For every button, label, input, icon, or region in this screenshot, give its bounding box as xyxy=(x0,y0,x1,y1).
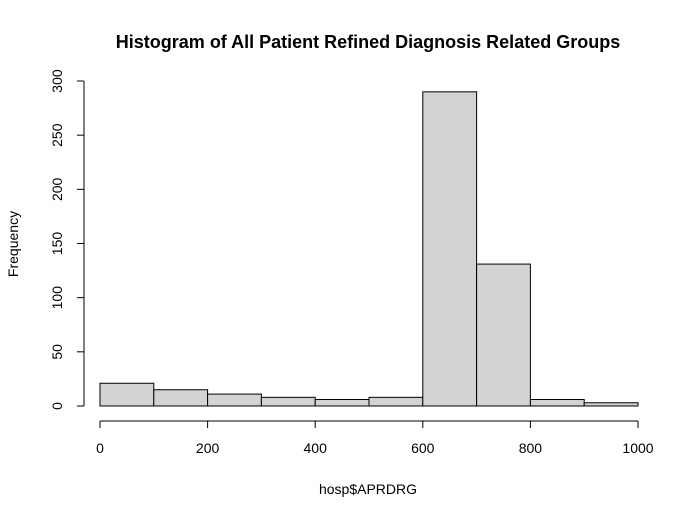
histogram-bar-6 xyxy=(422,91,478,407)
y-tick-label-1: 50 xyxy=(49,344,65,360)
histogram-bar-9 xyxy=(583,402,639,407)
x-tick-label-0: 0 xyxy=(96,440,104,456)
x-tick-label-4: 800 xyxy=(519,440,543,456)
histogram-bar-8 xyxy=(529,399,585,407)
x-tick-label-5: 1000 xyxy=(622,440,653,456)
histogram-bar-4 xyxy=(314,399,370,407)
y-axis-label: Frequency xyxy=(5,211,21,277)
y-tick-label-0: 0 xyxy=(49,402,65,410)
histogram-bar-1 xyxy=(153,389,209,407)
x-tick-label-1: 200 xyxy=(196,440,220,456)
x-tick-label-2: 400 xyxy=(304,440,328,456)
y-tick-label-2: 100 xyxy=(49,286,65,310)
y-tick-label-5: 250 xyxy=(49,123,65,147)
histogram-bar-7 xyxy=(476,263,531,407)
x-axis-label: hosp$APRDRG xyxy=(319,481,417,497)
histogram-bar-2 xyxy=(207,393,262,407)
y-tick-label-3: 150 xyxy=(49,232,65,256)
y-tick-label-4: 200 xyxy=(49,177,65,201)
histogram-bar-0 xyxy=(99,382,155,407)
chart-title: Histogram of All Patient Refined Diagnos… xyxy=(116,32,620,52)
y-axis: 0 50 100 150 200 250 300 xyxy=(49,69,85,410)
histogram-bar-3 xyxy=(260,396,316,407)
histogram-bar-5 xyxy=(368,396,424,407)
x-axis: 0 200 400 600 800 1000 xyxy=(96,420,654,456)
y-tick-label-6: 300 xyxy=(49,69,65,93)
x-tick-label-3: 600 xyxy=(411,440,435,456)
bars-group xyxy=(99,91,639,407)
